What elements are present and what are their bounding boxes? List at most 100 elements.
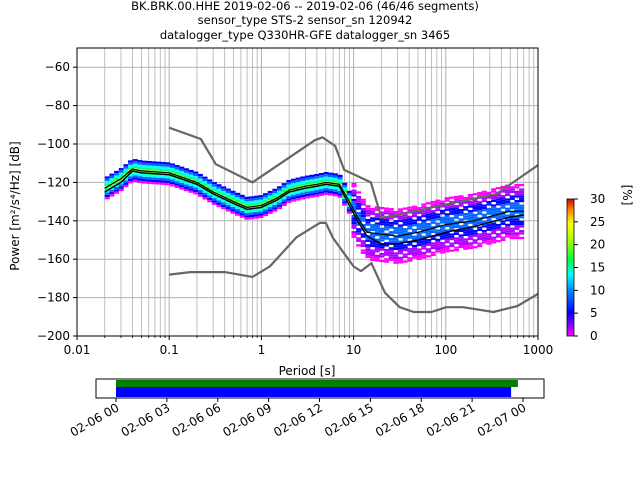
histogram-cell (370, 258, 376, 261)
histogram-cell (449, 235, 455, 238)
histogram-cell (337, 188, 343, 191)
histogram-cell (104, 192, 110, 195)
histogram-cell (174, 167, 180, 170)
histogram-cell (346, 190, 352, 193)
histogram-cell (239, 213, 245, 216)
histogram-cell (197, 190, 203, 193)
histogram-cell (323, 192, 329, 195)
histogram-cell (421, 210, 427, 213)
histogram-cell (495, 196, 501, 199)
histogram-cell (384, 221, 390, 224)
histogram-cell (411, 244, 418, 248)
histogram-cell (253, 211, 259, 215)
histogram-cell (467, 200, 473, 204)
histogram-cell (509, 234, 515, 237)
histogram-cell (411, 237, 418, 241)
histogram-cell (477, 194, 483, 197)
histogram-cell (379, 213, 385, 217)
histogram-cell (430, 228, 436, 231)
histogram-cell (463, 245, 469, 248)
histogram-cell (416, 227, 422, 230)
histogram-cell (449, 212, 455, 215)
histogram-cell (384, 253, 390, 256)
histogram-cell (272, 209, 278, 212)
histogram-cell (425, 209, 432, 212)
histogram-cell (444, 208, 450, 211)
histogram-cell (174, 171, 180, 175)
histogram-cell (458, 243, 464, 246)
histogram-cell (467, 196, 473, 199)
colorbar-tick-label: 5 (590, 306, 598, 320)
histogram-cell (374, 238, 380, 241)
histogram-cell (519, 206, 525, 210)
histogram-cell (346, 209, 352, 212)
histogram-cell (519, 225, 525, 228)
histogram-cell (467, 246, 473, 250)
histogram-cell (169, 165, 175, 168)
histogram-cell (365, 212, 371, 215)
histogram-cell (421, 247, 427, 250)
histogram-cell (114, 177, 120, 180)
histogram-cell (123, 178, 129, 181)
histogram-cell (351, 219, 357, 222)
histogram-cell (272, 188, 278, 191)
histogram-cell (481, 232, 487, 235)
histogram-cell (444, 236, 450, 239)
histogram-cell (449, 208, 455, 211)
histogram-cell (430, 237, 436, 240)
histogram-cell (356, 223, 362, 226)
histogram-cell (514, 227, 520, 230)
histogram-cell (374, 234, 380, 237)
mode-curve (104, 168, 524, 237)
histogram-cell (402, 221, 408, 224)
histogram-cell (416, 241, 422, 244)
histogram-cell (472, 200, 478, 203)
histogram-cell (472, 193, 478, 196)
histogram-cell (514, 200, 520, 203)
histogram-cell (393, 227, 399, 230)
histogram-cell (519, 211, 525, 214)
histogram-cell (407, 259, 413, 262)
histogram-cell (281, 185, 287, 188)
histogram-cell (179, 180, 185, 183)
histogram-cell (235, 199, 241, 202)
histogram-cell (365, 221, 371, 224)
histogram-cell (118, 184, 124, 187)
histogram-cell (193, 187, 199, 190)
histogram-cell (491, 229, 497, 232)
histogram-cell (379, 218, 385, 221)
histogram-cell (360, 212, 366, 215)
histogram-cell (439, 235, 445, 238)
histogram-cell (505, 235, 511, 238)
histogram-cell (509, 227, 515, 230)
histogram-cell (314, 190, 320, 193)
histogram-cell (179, 171, 185, 174)
histogram-cell (216, 200, 222, 203)
histogram-cell (281, 199, 287, 202)
histogram-cell (160, 161, 166, 165)
histogram-cell (388, 254, 394, 257)
histogram-cell (505, 189, 511, 192)
histogram-cell (244, 215, 250, 218)
histogram-cell (495, 207, 501, 210)
histogram-cell (286, 196, 292, 199)
histogram-cell (472, 209, 478, 212)
histogram-cell (165, 183, 171, 186)
y-tick-label: −140 (37, 214, 70, 228)
histogram-cell (472, 213, 478, 217)
histogram-cell (202, 178, 208, 182)
histogram-cell (141, 174, 148, 177)
histogram-cell (356, 239, 362, 242)
histogram-cell (449, 196, 455, 199)
histogram-cell (360, 207, 366, 211)
histogram-cell (318, 189, 324, 192)
histogram-cell (495, 193, 501, 197)
histogram-cell (481, 229, 487, 233)
histogram-cell (351, 235, 357, 238)
histogram-cell (481, 241, 487, 244)
histogram-cell (407, 215, 413, 218)
histogram-cell (514, 236, 520, 240)
histogram-cell (300, 197, 306, 200)
histogram-cell (281, 196, 287, 200)
histogram-cell (295, 198, 301, 201)
